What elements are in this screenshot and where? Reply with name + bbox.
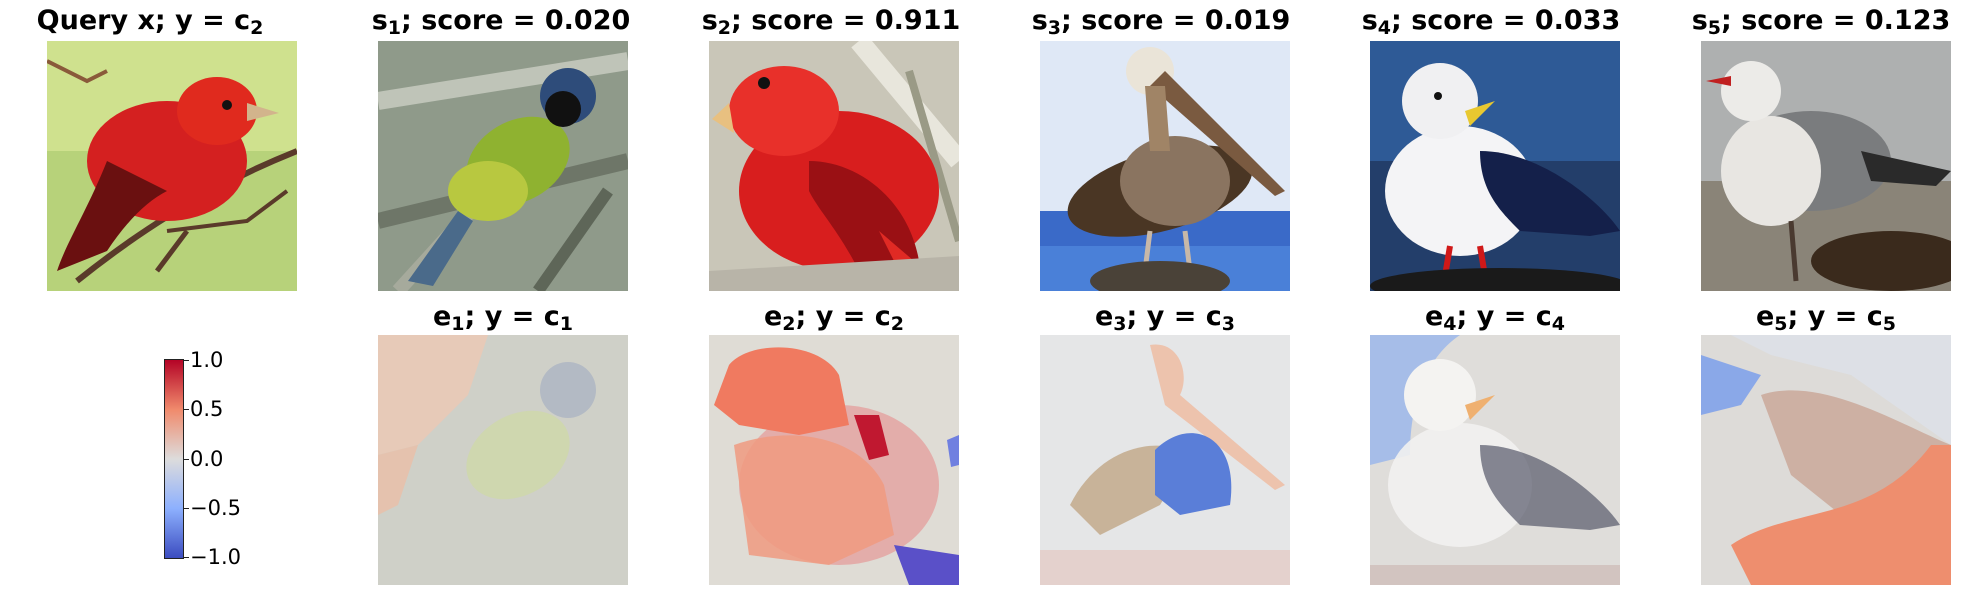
e2-title: e2; y = c2 (763, 301, 904, 335)
colorbar-tick (183, 459, 189, 460)
e1-title: e1; y = c1 (432, 301, 573, 335)
e1-explanation (378, 335, 628, 585)
s4-image (1370, 41, 1620, 291)
colorbar-tick-label: −0.5 (190, 496, 241, 520)
e3-explanation (1040, 335, 1290, 585)
query-image (47, 41, 297, 291)
e4-explanation (1370, 335, 1620, 585)
s4-title: s4; score = 0.033 (1361, 5, 1621, 39)
s5-image (1701, 41, 1951, 291)
colorbar-tick-label: 0.5 (190, 397, 224, 421)
colorbar-tick-label: 1.0 (190, 348, 224, 372)
e5-explanation (1701, 335, 1951, 585)
colorbar-tick (183, 508, 189, 509)
s2-image (709, 41, 959, 291)
s5-title: s5; score = 0.123 (1691, 5, 1951, 39)
e2-explanation (709, 335, 959, 585)
query-title: Query x; y = c2 (36, 5, 264, 39)
s3-image (1040, 41, 1290, 291)
colorbar-tick-label: −1.0 (190, 545, 241, 569)
s3-title: s3; score = 0.019 (1031, 5, 1291, 39)
e4-title: e4; y = c4 (1424, 301, 1565, 335)
s1-image (378, 41, 628, 291)
e5-title: e5; y = c5 (1755, 301, 1896, 335)
e3-title: e3; y = c3 (1094, 301, 1235, 335)
s1-title: s1; score = 0.020 (371, 5, 631, 39)
colorbar (164, 359, 184, 559)
s2-title: s2; score = 0.911 (701, 5, 961, 39)
colorbar-tick (183, 557, 189, 558)
colorbar-tick (183, 360, 189, 361)
colorbar-tick (183, 409, 189, 410)
colorbar-tick-label: 0.0 (190, 447, 224, 471)
